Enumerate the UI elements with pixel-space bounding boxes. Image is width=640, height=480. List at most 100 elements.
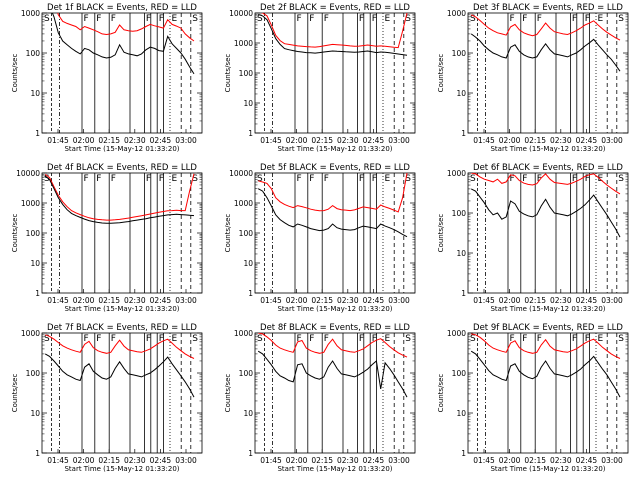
x-tick-label: 02:15 <box>311 296 333 305</box>
y-tick-label: 1 <box>248 449 253 458</box>
x-axis-label: Start Time (15-May-12 01:33:20) <box>277 145 392 153</box>
plot-frame <box>41 12 203 134</box>
segment-marker: S <box>618 14 624 24</box>
y-tick-label: 100 <box>26 49 41 58</box>
y-tick-label: 1000 <box>234 199 253 208</box>
x-tick-label: 02:00 <box>73 456 95 465</box>
y-tick-label: 100 <box>452 369 467 378</box>
plot-frame <box>467 172 629 294</box>
detector-panel: Det 5f BLACK = Events, RED = LLD 1 10 100 10… <box>224 163 416 313</box>
events-rate-line <box>257 188 408 238</box>
segment-marker: S <box>192 14 198 24</box>
x-tick-label: 02:15 <box>311 456 333 465</box>
detector-panel: Det 8f BLACK = Events, RED = LLD 1 10 100 10… <box>224 323 416 473</box>
x-tick-label: 01:45 <box>473 136 495 145</box>
y-tick-label: 100 <box>239 369 254 378</box>
panel-title: Det 7f BLACK = Events, RED = LLD <box>47 323 197 333</box>
x-tick-label: 02:00 <box>286 296 308 305</box>
plot-frame <box>467 332 629 454</box>
segment-marker: F <box>585 14 590 24</box>
segment-marker: S <box>192 174 198 184</box>
y-tick-label: 1 <box>461 129 466 138</box>
segment-marker: F <box>159 334 164 344</box>
x-tick-label: 02:00 <box>286 456 308 465</box>
x-axis-label: Start Time (15-May-12 01:33:20) <box>277 465 392 473</box>
x-tick-label: 02:00 <box>286 136 308 145</box>
segment-marker: F <box>146 174 151 184</box>
x-tick-label: 03:00 <box>388 136 410 145</box>
x-tick-label: 02:30 <box>550 456 572 465</box>
segment-marker: S <box>44 334 50 344</box>
x-axis-label: Start Time (15-May-12 01:33:20) <box>64 145 179 153</box>
events-rate-line <box>258 13 408 56</box>
y-tick-label: 10 <box>30 409 40 418</box>
y-axis-label: Counts/sec <box>11 214 19 253</box>
segment-marker: S <box>192 334 198 344</box>
segment-marker: F <box>84 174 89 184</box>
x-tick-label: 02:00 <box>73 296 95 305</box>
y-tick-label: 1 <box>248 289 253 298</box>
segment-marker: S <box>257 14 263 24</box>
segment-marker: S <box>470 174 476 184</box>
x-axis-label: Start Time (15-May-12 01:33:20) <box>490 465 605 473</box>
x-tick-label: 03:00 <box>175 296 197 305</box>
y-axis-label: Counts/sec <box>224 374 232 413</box>
segment-marker: E <box>385 334 391 344</box>
x-tick-label: 03:00 <box>388 456 410 465</box>
events-rate-line <box>51 13 195 75</box>
segment-marker: F <box>297 334 302 344</box>
segment-marker: E <box>385 14 391 24</box>
y-tick-label: 1000 <box>447 329 466 338</box>
segment-marker: F <box>159 174 164 184</box>
y-tick-label: 1 <box>461 289 466 298</box>
panel-title: Det 8f BLACK = Events, RED = LLD <box>260 323 410 333</box>
segment-marker: F <box>297 174 302 184</box>
y-tick-label: 1 <box>35 289 40 298</box>
lld-rate-line <box>471 333 621 359</box>
segment-marker: F <box>84 14 89 24</box>
x-tick-label: 02:00 <box>73 136 95 145</box>
segment-marker: F <box>111 334 116 344</box>
y-tick-label: 1000 <box>447 169 466 178</box>
y-tick-label: 10 <box>243 409 253 418</box>
y-axis-label: Counts/sec <box>11 374 19 413</box>
x-tick-label: 02:45 <box>150 456 172 465</box>
segment-marker: F <box>309 174 314 184</box>
y-axis-label: Counts/sec <box>224 54 232 93</box>
segment-marker: S <box>618 334 624 344</box>
y-tick-label: 10000 <box>229 9 253 18</box>
y-tick-label: 1 <box>35 129 40 138</box>
segment-marker: S <box>44 174 50 184</box>
segment-marker: F <box>510 174 515 184</box>
y-axis-label: Counts/sec <box>437 374 445 413</box>
lld-rate-line <box>470 14 621 41</box>
y-tick-label: 10 <box>456 249 466 258</box>
lld-rate-line <box>471 173 621 195</box>
segment-marker: F <box>309 14 314 24</box>
panel-title: Det 2f BLACK = Events, RED = LLD <box>260 3 410 13</box>
x-tick-label: 01:45 <box>260 136 282 145</box>
segment-marker: F <box>324 14 329 24</box>
x-tick-label: 03:00 <box>601 296 623 305</box>
segment-marker: F <box>585 174 590 184</box>
x-tick-label: 03:00 <box>601 456 623 465</box>
y-tick-label: 100 <box>26 369 41 378</box>
x-tick-label: 03:00 <box>388 296 410 305</box>
segment-marker: S <box>618 174 624 184</box>
x-axis-label: Start Time (15-May-12 01:33:20) <box>64 465 179 473</box>
segment-marker: F <box>96 334 101 344</box>
events-rate-line <box>470 188 621 238</box>
x-tick-label: 01:45 <box>47 296 69 305</box>
segment-marker: F <box>359 14 364 24</box>
x-tick-label: 02:15 <box>524 296 546 305</box>
x-axis-label: Start Time (15-May-12 01:33:20) <box>490 145 605 153</box>
segment-marker: F <box>372 334 377 344</box>
panel-title: Det 4f BLACK = Events, RED = LLD <box>47 163 197 173</box>
plot-frame <box>41 332 203 454</box>
segment-marker: F <box>510 334 515 344</box>
events-rate-line <box>470 33 621 72</box>
y-tick-label: 1000 <box>21 9 40 18</box>
x-tick-label: 02:30 <box>337 136 359 145</box>
segment-marker: E <box>172 174 178 184</box>
